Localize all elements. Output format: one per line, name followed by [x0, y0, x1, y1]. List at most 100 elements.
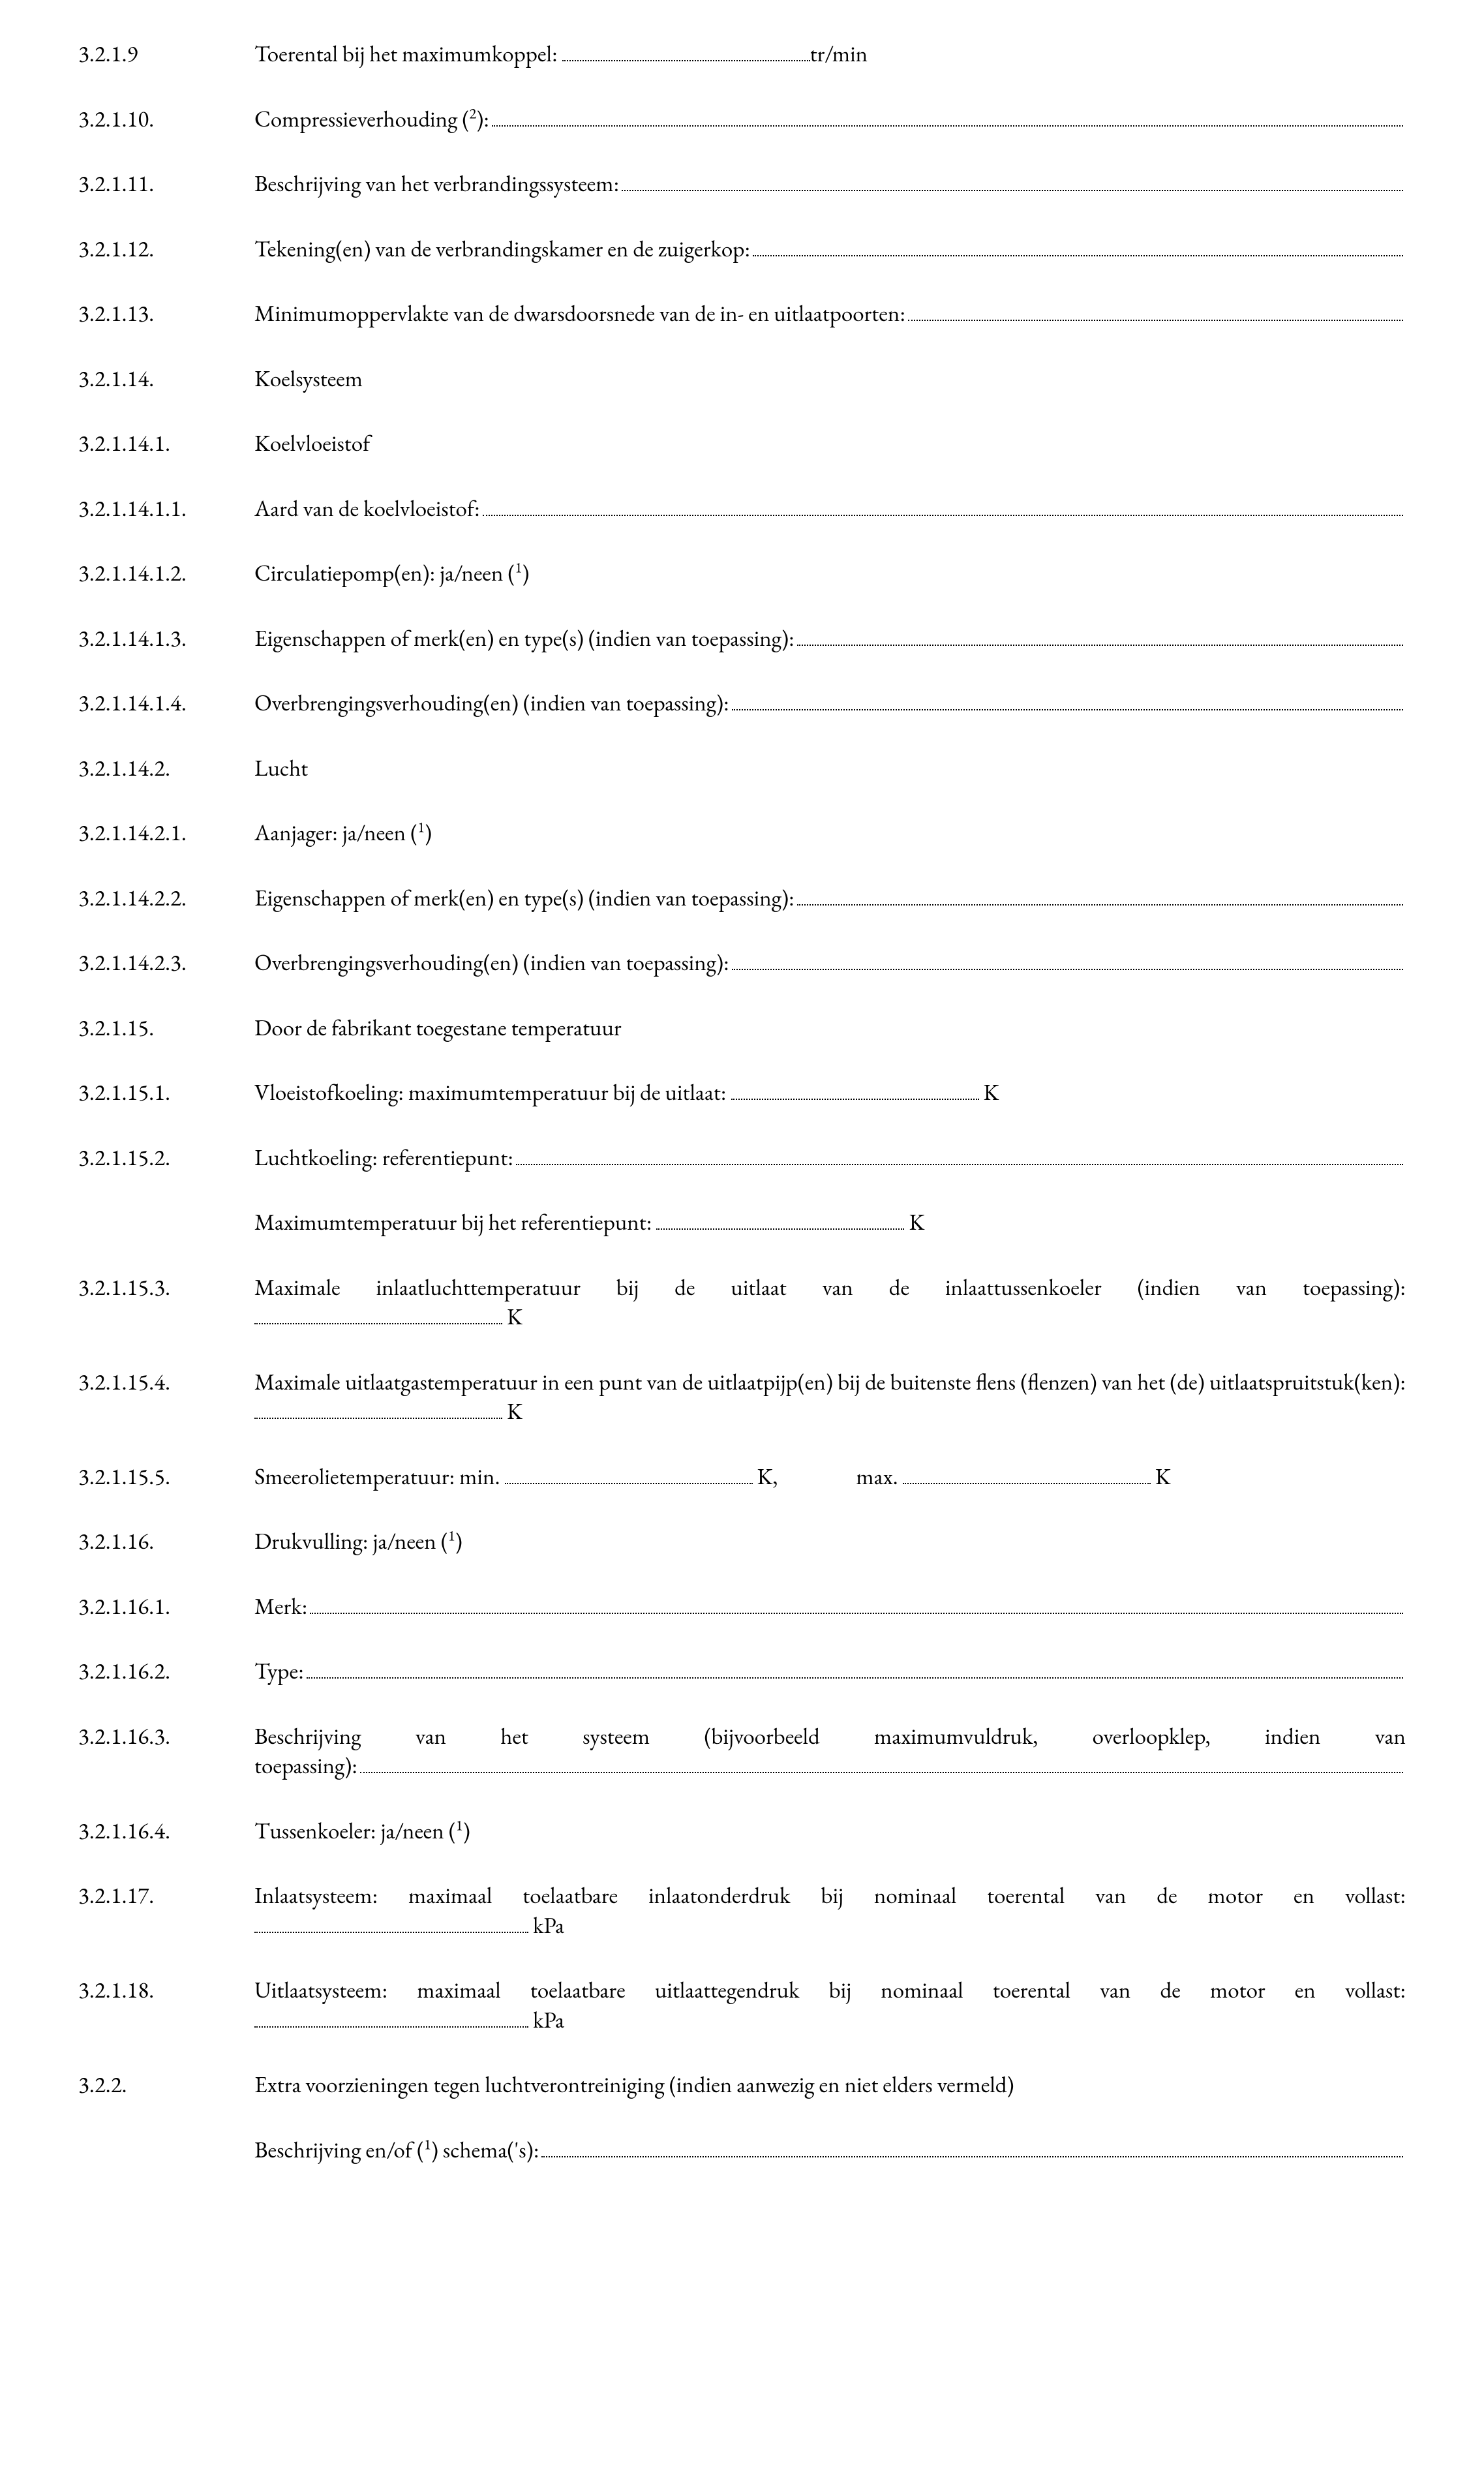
item-text: Maximale uitlaatgastemperatuur in een pu…: [254, 1367, 1406, 1397]
item-body: Merk:: [254, 1592, 1406, 1622]
form-row: 3.2.1.15.3.Maximale inlaatluchttemperatu…: [78, 1273, 1406, 1332]
item-text: Koelsysteem: [254, 364, 363, 393]
dotted-fill: [908, 299, 1403, 322]
form-row: 3.2.1.15.Door de fabrikant toegestane te…: [78, 1013, 1406, 1043]
item-body: Circulatiepomp(en): ja/neen (1): [254, 558, 1406, 588]
dotted-fill: [732, 949, 1403, 971]
item-body: Eigenschappen of merk(en) en type(s) (in…: [254, 624, 1406, 654]
dotted-fill: [797, 624, 1403, 646]
form-row: 3.2.1.14.2.3.Overbrengingsverhouding(en)…: [78, 948, 1406, 978]
item-text: Overbrengingsverhouding(en) (indien van …: [254, 688, 729, 718]
item-number: 3.2.1.14.1.3.: [78, 624, 254, 654]
item-body: Koelsysteem: [254, 364, 1406, 394]
item-body: Compressieverhouding (2):: [254, 104, 1406, 134]
form-row: 3.2.1.14.1.2.Circulatiepomp(en): ja/neen…: [78, 558, 1406, 588]
item-number: 3.2.1.15.1.: [78, 1078, 254, 1108]
item-body: Toerental bij het maximumkoppel: tr/min: [254, 39, 1406, 69]
dotted-fill: [516, 1143, 1403, 1165]
item-body: Uitlaatsysteem: maximaal toelaatbare uit…: [254, 1975, 1406, 2035]
dotted-fill: [492, 104, 1403, 127]
item-number: 3.2.1.13.: [78, 299, 254, 329]
form-row: 3.2.1.15.4.Maximale uitlaatgastemperatuu…: [78, 1367, 1406, 1427]
item-body: Drukvulling: ja/neen (1): [254, 1527, 1406, 1557]
item-body: Minimumoppervlakte van de dwarsdoorsnede…: [254, 299, 1406, 329]
item-number: 3.2.1.15.4.: [78, 1367, 254, 1397]
form-row: 3.2.1.14.2.1.Aanjager: ja/neen (1): [78, 818, 1406, 848]
dotted-fill: [360, 1752, 1403, 1774]
item-text: Inlaatsysteem: maximaal toelaatbare inla…: [254, 1881, 1406, 1911]
form-row: 3.2.2.Extra voorzieningen tegen luchtver…: [78, 2070, 1406, 2100]
dotted-fill: [310, 1592, 1403, 1614]
form-row: 3.2.1.14.1.4.Overbrengingsverhouding(en)…: [78, 688, 1406, 718]
item-body: Aard van de koelvloeistof:: [254, 494, 1406, 524]
item-number: 3.2.1.15.: [78, 1013, 254, 1043]
item-body: Type:: [254, 1656, 1406, 1686]
item-text: Maximale inlaatluchttemperatuur bij de u…: [254, 1273, 1406, 1303]
item-number: 3.2.1.14.2.2.: [78, 883, 254, 913]
item-unit: K: [904, 1208, 924, 1237]
form-row: Maximumtemperatuur bij het referentiepun…: [78, 1208, 1406, 1238]
item-text: Luchtkoeling: referentiepunt:: [254, 1143, 513, 1173]
item-number: 3.2.1.15.5.: [78, 1462, 254, 1492]
item-text: Toerental bij het maximumkoppel:: [254, 39, 562, 68]
item-number: 3.2.1.16.1.: [78, 1592, 254, 1622]
item-number: 3.2.1.14.1.4.: [78, 688, 254, 718]
item-body: Maximale uitlaatgastemperatuur in een pu…: [254, 1367, 1406, 1427]
item-text: Eigenschappen of merk(en) en type(s) (in…: [254, 883, 795, 913]
form-row: 3.2.1.14.1.1.Aard van de koelvloeistof:: [78, 494, 1406, 524]
item-unit: K: [502, 1302, 522, 1332]
item-text: max.: [856, 1462, 902, 1491]
item-unit: K,: [753, 1462, 778, 1491]
form-row: 3.2.1.14.Koelsysteem: [78, 364, 1406, 394]
item-number: 3.2.1.16.4.: [78, 1816, 254, 1846]
item-body: Overbrengingsverhouding(en) (indien van …: [254, 688, 1406, 718]
item-number: 3.2.1.14.2.1.: [78, 818, 254, 848]
item-text: Minimumoppervlakte van de dwarsdoorsnede…: [254, 299, 905, 329]
item-body: Tussenkoeler: ja/neen (1): [254, 1816, 1406, 1846]
form-row: 3.2.1.15.2.Luchtkoeling: referentiepunt:: [78, 1143, 1406, 1173]
item-unit: K: [979, 1078, 999, 1107]
dotted-fill: [483, 494, 1403, 516]
item-text: Extra voorzieningen tegen luchtverontrei…: [254, 2070, 1014, 2099]
form-row: 3.2.1.17.Inlaatsysteem: maximaal toelaat…: [78, 1881, 1406, 1940]
item-text: Tussenkoeler: ja/neen (1): [254, 1816, 470, 1846]
form-row: 3.2.1.15.5.Smeerolietemperatuur: min. K,…: [78, 1462, 1406, 1492]
item-number: 3.2.1.15.3.: [78, 1273, 254, 1303]
item-body: Beschrijving van het verbrandingssysteem…: [254, 169, 1406, 199]
item-number: 3.2.1.10.: [78, 104, 254, 134]
dotted-fill: [307, 1657, 1403, 1679]
form-row: Beschrijving en/of (1) schema('s):: [78, 2135, 1406, 2165]
item-text: Compressieverhouding (2):: [254, 104, 489, 134]
form-row: 3.2.1.14.2.2.Eigenschappen of merk(en) e…: [78, 883, 1406, 913]
item-number: 3.2.2.: [78, 2070, 254, 2100]
item-number: 3.2.1.14.1.2.: [78, 558, 254, 588]
dotted-fill: [797, 883, 1403, 906]
item-text: Door de fabrikant toegestane temperatuur: [254, 1013, 622, 1043]
item-text: Overbrengingsverhouding(en) (indien van …: [254, 948, 729, 978]
item-body: Smeerolietemperatuur: min. K,max. K: [254, 1462, 1406, 1492]
item-body: Inlaatsysteem: maximaal toelaatbare inla…: [254, 1881, 1406, 1940]
item-text: Aard van de koelvloeistof:: [254, 494, 480, 524]
item-body: Beschrijving en/of (1) schema('s):: [254, 2135, 1406, 2165]
item-body: Luchtkoeling: referentiepunt:: [254, 1143, 1406, 1173]
item-body: Door de fabrikant toegestane temperatuur: [254, 1013, 1406, 1043]
item-body: Aanjager: ja/neen (1): [254, 818, 1406, 848]
item-number: 3.2.1.14.1.1.: [78, 494, 254, 524]
item-number: 3.2.1.15.2.: [78, 1143, 254, 1173]
item-text: Beschrijving en/of (1) schema('s):: [254, 2135, 539, 2165]
item-body: Vloeistofkoeling: maximumtemperatuur bij…: [254, 1078, 1406, 1108]
item-number: 3.2.1.16.2.: [78, 1656, 254, 1686]
form-row: 3.2.1.18.Uitlaatsysteem: maximaal toelaa…: [78, 1975, 1406, 2035]
item-number: 3.2.1.17.: [78, 1881, 254, 1911]
item-number: 3.2.1.14.2.: [78, 754, 254, 784]
item-text: Smeerolietemperatuur: min.: [254, 1462, 505, 1491]
item-text: Merk:: [254, 1592, 307, 1622]
form-row: 3.2.1.9Toerental bij het maximumkoppel: …: [78, 39, 1406, 69]
item-body: Extra voorzieningen tegen luchtverontrei…: [254, 2070, 1406, 2100]
item-text: Tekening(en) van de verbrandingskamer en…: [254, 234, 750, 264]
dotted-fill: [732, 689, 1403, 711]
document-page: 3.2.1.9Toerental bij het maximumkoppel: …: [0, 0, 1484, 2278]
form-row: 3.2.1.14.2.Lucht: [78, 754, 1406, 784]
item-body: Lucht: [254, 754, 1406, 784]
form-row: 3.2.1.14.1.3.Eigenschappen of merk(en) e…: [78, 624, 1406, 654]
